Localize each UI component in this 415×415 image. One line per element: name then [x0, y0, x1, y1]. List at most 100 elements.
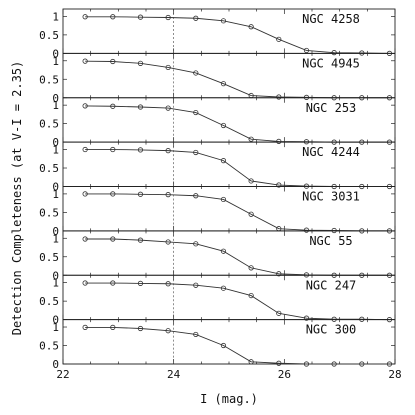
data-point	[165, 281, 171, 287]
data-point	[331, 50, 337, 56]
data-point	[137, 191, 144, 197]
data-point	[276, 94, 282, 100]
y-tick-label: 0	[52, 92, 59, 105]
data-point	[193, 15, 199, 21]
data-point	[276, 182, 282, 188]
data-point	[220, 158, 227, 164]
panel: 0 0.5 1 NGC 247	[39, 274, 396, 327]
panel-label: NGC 4244	[302, 145, 360, 159]
data-point	[193, 282, 199, 288]
data-point	[137, 280, 144, 286]
x-tick-label: 28	[388, 368, 401, 381]
data-point	[82, 236, 88, 242]
data-point	[303, 361, 310, 367]
data-point	[82, 191, 88, 197]
y-tick-label: 0.5	[39, 295, 59, 308]
data-point	[82, 280, 88, 286]
data-point	[110, 280, 116, 286]
y-tick-label: 0.5	[39, 206, 59, 219]
data-point	[220, 248, 227, 254]
data-point	[165, 192, 171, 198]
x-tick-label: 22	[56, 368, 69, 381]
data-point	[82, 103, 88, 109]
data-point	[110, 236, 116, 242]
y-tick-label: 0	[52, 136, 59, 149]
data-point	[137, 147, 144, 153]
y-tick-label: 1	[52, 99, 59, 112]
data-point	[82, 14, 88, 20]
y-tick-label: 0.5	[39, 251, 59, 264]
y-tick-label: 1	[52, 188, 59, 201]
y-tick-label: 0	[52, 269, 59, 282]
y-tick-label: 1	[52, 277, 59, 290]
data-point	[276, 360, 282, 366]
panel: 0 0.5 1 NGC 55	[39, 230, 396, 282]
x-tick-label: 26	[278, 368, 291, 381]
completeness-curve	[85, 326, 390, 365]
data-point	[110, 146, 116, 153]
y-tick-label: 1	[52, 10, 59, 23]
y-tick-label: 0	[52, 314, 59, 327]
panel: 0 0.5 1 NGC 3031	[39, 186, 396, 238]
panel-label: NGC 247	[306, 278, 357, 292]
panel: 0 0.5 1 NGC 4258	[39, 8, 396, 60]
completeness-curve	[85, 16, 390, 54]
y-tick-label: 0.5	[39, 340, 59, 353]
data-point	[276, 271, 282, 277]
panel: 0 0.5 1 NGC 4945	[39, 52, 396, 105]
panel: 0 0.5 1 NGC 300	[39, 319, 396, 371]
data-point	[110, 14, 116, 20]
data-point	[220, 81, 227, 87]
data-point	[386, 361, 393, 367]
data-point	[165, 239, 171, 245]
data-point	[110, 58, 116, 65]
data-point	[303, 47, 310, 54]
y-tick-label: 1	[52, 55, 59, 68]
data-point	[248, 136, 254, 142]
data-point	[137, 104, 144, 110]
data-point	[193, 109, 199, 116]
data-point	[220, 196, 227, 203]
panel-label: NGC 55	[309, 234, 352, 248]
y-axis-label: Detection Completeness (at V-I = 2.35)	[10, 61, 24, 336]
y-tick-label: 0.5	[39, 118, 59, 131]
data-point	[220, 285, 227, 291]
data-point	[193, 149, 199, 156]
y-tick-label: 0.5	[39, 29, 59, 42]
data-point	[248, 24, 254, 30]
y-tick-label: 1	[52, 321, 59, 334]
data-point	[193, 241, 199, 247]
x-axis-label: I (mag.)	[200, 392, 258, 406]
data-point	[248, 292, 254, 299]
data-point	[165, 105, 171, 111]
data-point	[137, 60, 144, 66]
data-point	[220, 122, 227, 129]
data-point	[165, 14, 171, 21]
data-point	[110, 324, 116, 330]
data-point	[82, 146, 88, 153]
panel-label: NGC 3031	[302, 190, 360, 204]
data-point	[359, 361, 365, 367]
data-point	[276, 36, 282, 42]
y-tick-label: 0	[52, 358, 59, 371]
data-point	[165, 64, 171, 71]
data-point	[193, 70, 199, 76]
data-point	[193, 193, 199, 199]
data-point	[220, 342, 227, 349]
x-tick-label: 24	[167, 368, 181, 381]
data-point	[331, 361, 337, 367]
data-point	[82, 324, 88, 330]
panel-label: NGC 253	[306, 101, 357, 115]
panel-label: NGC 4258	[302, 12, 360, 26]
data-point	[248, 359, 254, 365]
y-tick-label: 1	[52, 144, 59, 157]
data-point	[248, 265, 254, 271]
data-point	[137, 237, 144, 243]
x-axis: 22 24 26 28	[56, 368, 401, 381]
data-point	[220, 18, 227, 24]
data-point	[248, 211, 254, 217]
data-point	[165, 328, 171, 334]
y-tick-label: 0.5	[39, 73, 59, 86]
